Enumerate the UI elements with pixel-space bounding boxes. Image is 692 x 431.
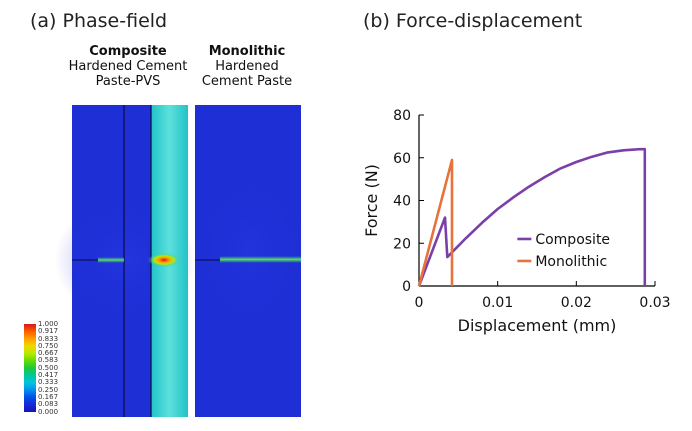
monolithic-subtitle-2: Cement Paste [201, 74, 293, 89]
monolithic-subtitle-1: Hardened [215, 59, 279, 74]
composite-subtitle-1: Hardened Cement [68, 59, 188, 74]
x-tick-label: 0.01 [482, 295, 513, 311]
colorbar-tick-label: 0.167 [38, 392, 59, 401]
legend-label: Monolithic [535, 254, 607, 270]
panel-b-title: (b) Force-displacement [363, 10, 583, 32]
y-tick-label: 60 [393, 151, 411, 167]
monolithic-header: Monolithic Hardened Cement Paste [188, 44, 306, 89]
y-tick-label: 80 [393, 108, 411, 124]
monolithic-title: Monolithic [208, 44, 286, 59]
colorbar-tick-label: 0.583 [38, 356, 59, 365]
colorbar-tick-label: 1.000 [38, 320, 59, 328]
colorbar-fill [24, 324, 36, 412]
colorbar-tick-label: 0.417 [38, 371, 59, 380]
y-tick-label: 20 [393, 236, 411, 252]
x-tick-label: 0 [415, 295, 424, 311]
series-line-monolithic [417, 158, 454, 287]
y-axis-label: Force (N) [362, 164, 381, 237]
colorbar-tick-label: 0.000 [38, 407, 59, 416]
colorbar-tick-label: 0.667 [38, 349, 59, 358]
composite-title: Composite [89, 44, 167, 59]
monolithic-field [195, 105, 305, 417]
x-tick-label: 0.02 [561, 295, 592, 311]
colorbar-tick-label: 0.500 [38, 363, 59, 372]
series-line-composite [417, 147, 647, 287]
colorbar-tick-label: 0.750 [38, 341, 59, 350]
y-tick-label: 0 [402, 279, 411, 295]
colorbar-tick-label: 0.083 [38, 400, 59, 409]
colorbar-tick-label: 0.917 [38, 327, 59, 336]
phase-field-images [55, 105, 305, 417]
colorbar-tick-label: 0.333 [38, 378, 59, 387]
force-displacement-chart: 0 20 40 60 80 0 0.01 0.02 0.03 Displacement (mm) F… [362, 108, 671, 335]
colorbar [24, 324, 36, 412]
x-axis-label: Displacement (mm) [458, 316, 617, 335]
colorbar-tick-label: 0.250 [38, 385, 59, 394]
colorbar-gradient [24, 324, 36, 412]
composite-header: Composite Hardened Cement Paste-PVS [68, 44, 188, 89]
composite-field [55, 105, 195, 417]
x-tick-label: 0.03 [639, 295, 670, 311]
colorbar-labels: 1.000 0.917 0.833 0.750 0.667 0.583 0.500 0.417… [38, 320, 78, 416]
composite-subtitle-2: Paste-PVS [95, 74, 161, 89]
colorbar-tick-label: 0.833 [38, 334, 59, 343]
panel-a-title: (a) Phase-field [30, 10, 168, 32]
legend-label: Composite [535, 232, 610, 248]
y-tick-label: 40 [393, 194, 411, 210]
